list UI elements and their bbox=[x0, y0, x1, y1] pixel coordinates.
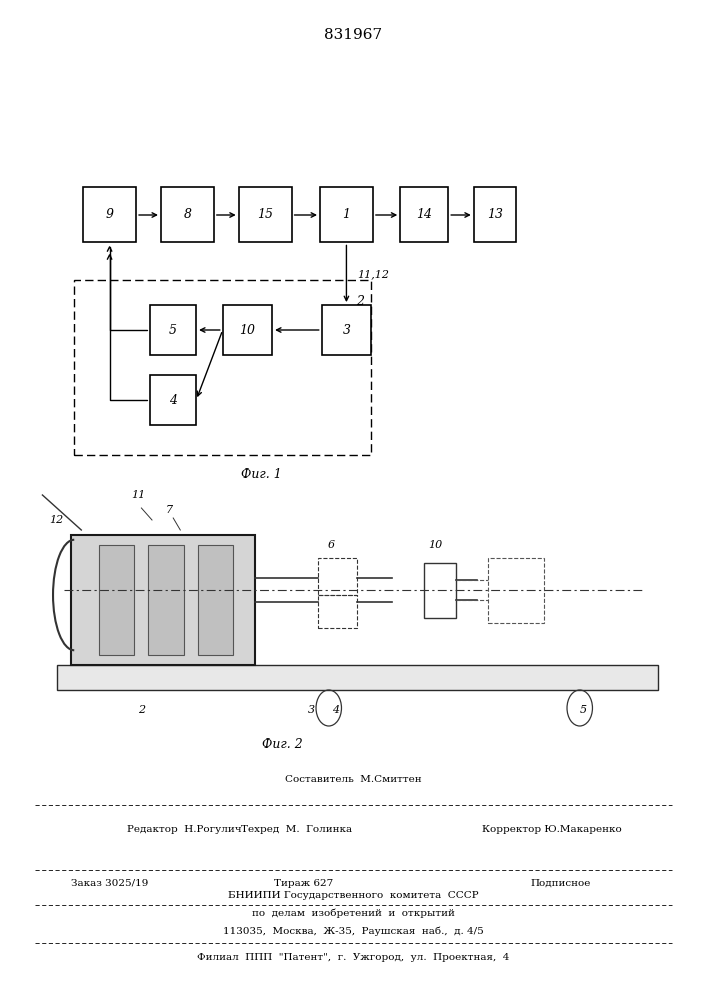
Text: 10: 10 bbox=[240, 324, 255, 336]
Bar bbox=[318, 558, 357, 595]
Text: Фиг. 2: Фиг. 2 bbox=[262, 738, 303, 752]
Text: Фиг. 1: Фиг. 1 bbox=[241, 468, 282, 482]
Bar bbox=[424, 562, 456, 617]
Text: 5: 5 bbox=[580, 705, 587, 715]
Bar bbox=[318, 595, 357, 628]
Bar bbox=[150, 375, 196, 425]
Text: 15: 15 bbox=[257, 209, 273, 222]
Text: Техред  М.  Голинка: Техред М. Голинка bbox=[241, 826, 353, 834]
Bar bbox=[99, 545, 134, 655]
Bar bbox=[160, 187, 214, 242]
Text: 9: 9 bbox=[105, 209, 114, 222]
Text: 113035,  Москва,  Ж-35,  Раушская  наб.,  д. 4/5: 113035, Москва, Ж-35, Раушская наб., д. … bbox=[223, 926, 484, 936]
Text: 4: 4 bbox=[169, 393, 177, 406]
Text: 6: 6 bbox=[327, 540, 334, 550]
Text: 4: 4 bbox=[332, 705, 339, 715]
Text: Подписное: Подписное bbox=[530, 879, 590, 888]
Text: БНИИПИ Государственного  комитета  СССР: БНИИПИ Государственного комитета СССР bbox=[228, 890, 479, 900]
Text: Составитель  М.Смиттен: Составитель М.Смиттен bbox=[285, 776, 422, 784]
Text: 5: 5 bbox=[169, 324, 177, 336]
Bar bbox=[74, 280, 371, 455]
Text: 10: 10 bbox=[428, 540, 443, 550]
Bar bbox=[488, 557, 544, 622]
Bar bbox=[198, 545, 233, 655]
Text: по  делам  изобретений  и  открытий: по делам изобретений и открытий bbox=[252, 908, 455, 918]
Bar bbox=[83, 187, 136, 242]
Text: 2: 2 bbox=[356, 295, 364, 308]
Text: 1: 1 bbox=[342, 209, 351, 222]
Text: 11,12: 11,12 bbox=[357, 269, 389, 279]
Text: 7: 7 bbox=[166, 505, 173, 515]
Text: 14: 14 bbox=[416, 209, 432, 222]
Bar bbox=[400, 187, 448, 242]
Bar bbox=[223, 305, 272, 355]
Bar bbox=[320, 187, 373, 242]
Bar bbox=[322, 305, 371, 355]
Text: Тираж 627: Тираж 627 bbox=[274, 879, 334, 888]
Text: Корректор Ю.Макаренко: Корректор Ю.Макаренко bbox=[481, 826, 621, 834]
Bar bbox=[148, 545, 184, 655]
Text: 13: 13 bbox=[487, 209, 503, 222]
Text: 8: 8 bbox=[183, 209, 192, 222]
Bar bbox=[150, 305, 196, 355]
Text: 12: 12 bbox=[49, 515, 64, 525]
Text: 3: 3 bbox=[308, 705, 315, 715]
Text: Заказ 3025/19: Заказ 3025/19 bbox=[71, 879, 148, 888]
Bar bbox=[57, 665, 658, 690]
Bar bbox=[238, 187, 291, 242]
Text: Редактор  Н.Рогулич: Редактор Н.Рогулич bbox=[127, 826, 242, 834]
Text: 3: 3 bbox=[342, 324, 351, 336]
Bar bbox=[474, 187, 516, 242]
Bar bbox=[71, 535, 255, 665]
Text: 11: 11 bbox=[131, 490, 145, 500]
Text: 2: 2 bbox=[138, 705, 145, 715]
Text: Филиал  ППП  "Патент",  г.  Ужгород,  ул.  Проектная,  4: Филиал ППП "Патент", г. Ужгород, ул. Про… bbox=[197, 952, 510, 962]
Text: 831967: 831967 bbox=[325, 28, 382, 42]
